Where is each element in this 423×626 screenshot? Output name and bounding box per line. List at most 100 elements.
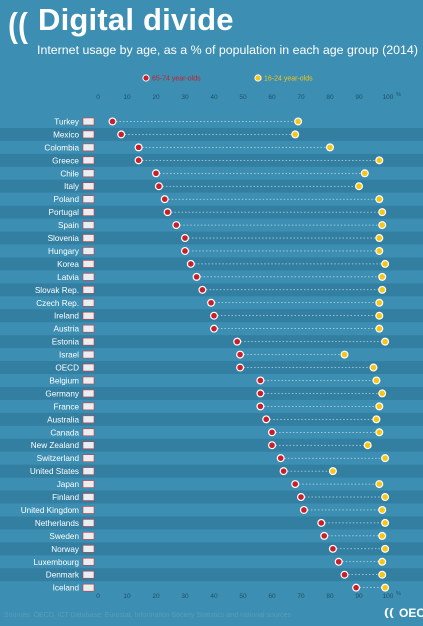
flag-icon bbox=[82, 467, 95, 475]
younger-point bbox=[376, 235, 383, 241]
younger-point bbox=[382, 261, 388, 267]
older-point bbox=[199, 287, 206, 293]
younger-point bbox=[379, 287, 386, 293]
x-tick-label-top: 100 bbox=[383, 94, 394, 101]
category-label: Ireland bbox=[54, 312, 79, 321]
older-point bbox=[353, 584, 359, 591]
younger-point bbox=[292, 131, 299, 138]
category-label: Sweden bbox=[49, 532, 79, 541]
younger-point bbox=[379, 507, 386, 513]
younger-point bbox=[376, 481, 383, 487]
flag-icon bbox=[82, 493, 95, 501]
row-band bbox=[0, 516, 423, 530]
older-point bbox=[269, 429, 275, 436]
older-point bbox=[330, 546, 336, 552]
flag-icon bbox=[82, 208, 95, 216]
younger-point bbox=[382, 338, 388, 345]
flag-icon bbox=[82, 221, 95, 229]
older-point bbox=[182, 235, 188, 241]
x-tick-label-top: 0 bbox=[96, 94, 100, 101]
younger-point bbox=[330, 468, 336, 474]
younger-point bbox=[376, 325, 383, 332]
flag-icon bbox=[82, 298, 95, 307]
x-tick-label-bottom: 100 bbox=[383, 593, 394, 600]
row-band bbox=[0, 568, 423, 582]
source-note: Sources: OECD, ICT Database; Eurostat, I… bbox=[4, 612, 292, 619]
x-tick-label-top: 50 bbox=[239, 94, 247, 101]
flag-icon bbox=[82, 130, 95, 139]
row-band bbox=[0, 438, 423, 452]
flag-icon bbox=[82, 286, 95, 294]
flag-icon bbox=[82, 376, 95, 385]
category-label: Hungary bbox=[48, 247, 80, 256]
flag-icon bbox=[82, 389, 95, 398]
flag-icon bbox=[82, 117, 95, 126]
younger-point bbox=[376, 312, 383, 319]
category-label: Japan bbox=[57, 480, 80, 489]
older-point bbox=[318, 520, 325, 526]
category-label: Norway bbox=[51, 545, 80, 554]
row-band bbox=[0, 490, 423, 504]
category-label: Austria bbox=[54, 325, 80, 334]
row-band bbox=[0, 464, 423, 478]
flag-icon bbox=[82, 195, 95, 203]
older-point bbox=[237, 351, 243, 358]
oecd-logo-icon bbox=[9, 12, 28, 44]
x-tick-label-bottom: 40 bbox=[210, 593, 218, 600]
category-label: Slovenia bbox=[48, 234, 80, 243]
flag-icon bbox=[82, 169, 95, 178]
page-subtitle: Internet usage by age, as a % of populat… bbox=[37, 43, 418, 57]
x-tick-label-top: 60 bbox=[268, 94, 276, 101]
legend-marker-younger-inner bbox=[255, 75, 261, 81]
younger-point bbox=[379, 558, 386, 565]
category-label: Denmark bbox=[46, 571, 80, 580]
category-label: Finland bbox=[52, 493, 79, 502]
flag-icon bbox=[82, 247, 95, 255]
older-point bbox=[153, 170, 159, 177]
older-point bbox=[234, 338, 240, 345]
younger-point bbox=[376, 248, 383, 254]
row-band bbox=[0, 231, 423, 245]
category-label: Italy bbox=[64, 182, 80, 191]
flag-icon bbox=[82, 337, 95, 346]
category-label: United States bbox=[30, 467, 79, 476]
row-band bbox=[0, 361, 423, 374]
flag-icon bbox=[82, 324, 95, 333]
x-tick-label-bottom: 70 bbox=[297, 593, 305, 600]
younger-point bbox=[295, 118, 301, 125]
flag-icon bbox=[82, 519, 95, 527]
category-label: Israel bbox=[59, 351, 79, 360]
row-band bbox=[0, 386, 423, 400]
flag-icon bbox=[82, 402, 95, 411]
flag-icon bbox=[82, 545, 95, 553]
x-tick-label-top: 10 bbox=[123, 94, 131, 101]
flag-icon bbox=[82, 570, 95, 579]
older-point bbox=[182, 248, 188, 254]
flag-icon bbox=[82, 532, 95, 540]
x-tick-label-bottom: 90 bbox=[355, 593, 363, 600]
row-band bbox=[0, 205, 423, 219]
older-point bbox=[156, 183, 162, 190]
older-point bbox=[301, 507, 307, 513]
x-tick-label-top: 80 bbox=[326, 94, 334, 101]
category-label: Korea bbox=[57, 260, 79, 269]
older-point bbox=[335, 558, 342, 565]
category-label: New Zealand bbox=[31, 441, 80, 450]
older-point bbox=[321, 533, 328, 539]
flag-icon bbox=[82, 557, 95, 566]
older-point bbox=[263, 416, 270, 423]
older-point bbox=[257, 390, 264, 397]
older-point bbox=[161, 196, 168, 202]
category-label: Switzerland bbox=[37, 454, 80, 463]
younger-point bbox=[341, 351, 348, 358]
x-tick-label-bottom: 50 bbox=[239, 593, 247, 600]
older-point bbox=[135, 157, 142, 164]
older-point bbox=[237, 364, 243, 371]
younger-point bbox=[376, 429, 383, 436]
older-point bbox=[341, 571, 348, 578]
younger-point bbox=[382, 494, 388, 500]
x-tick-label-bottom: 80 bbox=[326, 593, 334, 600]
flag-icon bbox=[82, 273, 95, 281]
legend-label-younger: 16-24 year-olds bbox=[264, 76, 313, 83]
flag-icon bbox=[82, 311, 95, 320]
